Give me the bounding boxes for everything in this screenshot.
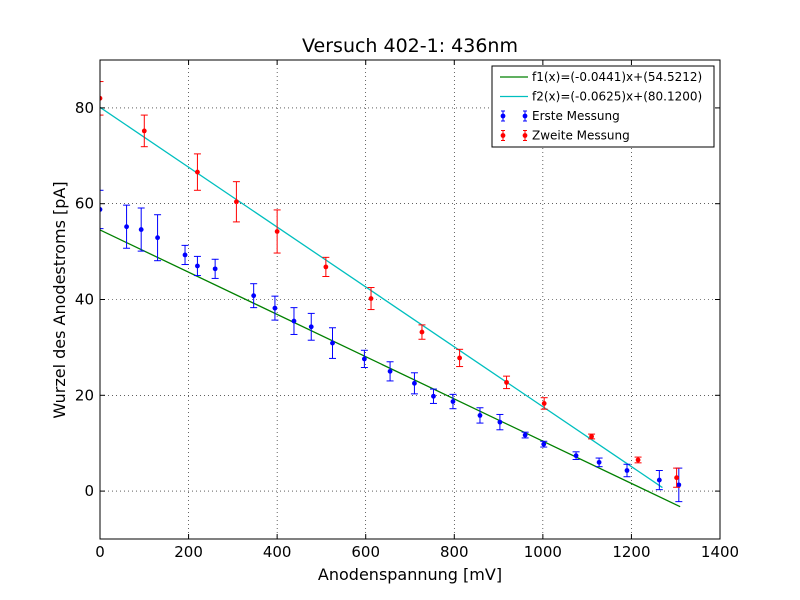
- data-point-0-9: [291, 318, 297, 324]
- x-tick-label-2: 400: [263, 543, 292, 561]
- x-tick-label-0: 0: [95, 543, 105, 561]
- legend-marker-a-2: [500, 113, 506, 119]
- fit-line-3: [100, 106, 663, 489]
- data-point-0-13: [387, 368, 393, 374]
- data-point-1-6: [368, 296, 374, 301]
- legend-label-2: Erste Messung: [532, 109, 620, 123]
- x-tick-label-1: 200: [174, 543, 203, 561]
- data-point-0-7: [251, 293, 257, 299]
- y-tick-label-0: 0: [84, 482, 94, 500]
- x-tick-label-5: 1000: [524, 543, 562, 561]
- y-axis-label: Wurzel des Anodestroms [pA]: [50, 181, 69, 418]
- x-tick-label-6: 1200: [612, 543, 650, 561]
- data-point-0-23: [624, 468, 630, 473]
- data-point-1-1: [141, 128, 147, 134]
- data-point-1-8: [457, 355, 462, 361]
- series-0: [100, 189, 683, 503]
- data-point-1-7: [419, 329, 425, 335]
- data-point-1-9: [504, 379, 509, 385]
- data-point-1-0: [100, 95, 103, 101]
- y-tick-label-1: 20: [75, 386, 94, 404]
- x-tick-label-4: 800: [440, 543, 469, 561]
- legend-label-1: f2(x)=(-0.0625)x+(80.1200): [532, 90, 702, 104]
- data-point-0-18: [497, 419, 503, 425]
- data-point-0-10: [308, 324, 314, 330]
- data-point-1-13: [674, 475, 679, 481]
- legend-label-3: Zweite Messung: [532, 129, 630, 143]
- data-point-0-1: [124, 224, 129, 230]
- data-point-1-12: [635, 457, 641, 463]
- legend-box: [491, 65, 715, 148]
- y-tick-label-4: 80: [75, 99, 94, 117]
- legend-marker-b-3: [522, 133, 528, 138]
- data-point-0-4: [182, 252, 188, 258]
- data-point-1-2: [195, 169, 200, 175]
- data-point-1-5: [323, 264, 329, 270]
- data-point-1-3: [234, 199, 239, 205]
- data-point-1-4: [274, 229, 280, 234]
- data-point-1-11: [589, 434, 594, 439]
- data-point-0-20: [541, 441, 547, 447]
- data-point-1-10: [541, 401, 547, 406]
- legend-label-0: f1(x)=(-0.0441)x+(54.5212): [532, 70, 702, 84]
- x-tick-label-7: 1400: [701, 543, 739, 561]
- chart-title: Versuch 402-1: 436nm: [302, 35, 518, 57]
- data-point-0-25: [676, 482, 682, 488]
- data-point-0-6: [212, 266, 218, 272]
- legend-marker-a-3: [500, 133, 506, 138]
- data-point-0-17: [477, 413, 483, 418]
- data-point-0-19: [522, 432, 528, 438]
- y-tick-label-3: 60: [75, 195, 94, 213]
- x-tick-label-3: 600: [351, 543, 380, 561]
- data-point-0-0: [100, 207, 103, 212]
- data-point-0-12: [361, 356, 367, 362]
- data-point-0-24: [656, 477, 662, 483]
- series-1: [100, 81, 681, 488]
- legend-marker-b-2: [522, 113, 528, 119]
- data-point-0-11: [330, 340, 335, 346]
- data-point-0-15: [431, 393, 436, 399]
- data-point-0-21: [573, 453, 579, 459]
- data-point-0-2: [138, 227, 144, 232]
- y-tick-label-2: 40: [75, 291, 94, 309]
- data-point-0-5: [195, 263, 200, 269]
- data-point-0-8: [272, 305, 278, 311]
- data-point-0-16: [450, 399, 456, 404]
- data-point-0-14: [412, 380, 417, 386]
- data-point-0-22: [596, 459, 602, 465]
- legend: f1(x)=(-0.0441)x+(54.5212) f2(x)=(-0.0625…: [491, 65, 715, 148]
- x-axis-label: Anodenspannung [mV]: [318, 565, 502, 584]
- data-point-0-3: [155, 235, 160, 241]
